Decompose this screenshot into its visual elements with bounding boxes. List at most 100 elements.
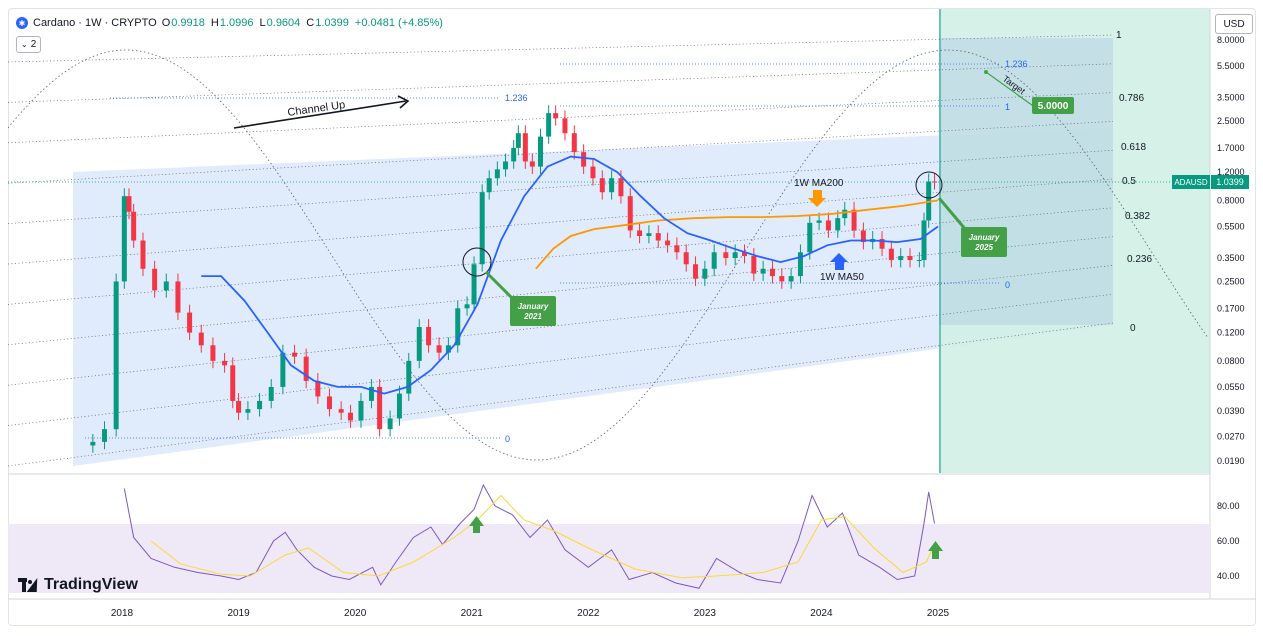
candle — [665, 240, 671, 246]
candle — [693, 264, 699, 279]
candle — [932, 181, 938, 183]
time-axis-label: 2023 — [694, 608, 717, 619]
rsi-axis[interactable]: 80.00 60.00 40.00 — [1217, 501, 1240, 581]
candle — [152, 268, 158, 291]
price-axis-label: 5.5000 — [1217, 61, 1245, 71]
candle — [609, 178, 615, 193]
time-axis[interactable]: 2018 2019 2020 2021 2022 2023 2024 2025 — [111, 608, 950, 619]
target-origin-dot — [984, 70, 988, 74]
candle — [816, 220, 822, 223]
candle — [163, 281, 169, 291]
candle — [511, 147, 517, 162]
candle — [529, 161, 535, 167]
candle — [445, 345, 451, 353]
price-axis-label: 0.0800 — [1217, 356, 1245, 366]
rsi-band — [8, 524, 1210, 593]
candle — [494, 169, 500, 179]
circle-2021 — [462, 247, 492, 277]
callout-2021-line1: January — [518, 302, 549, 311]
candle — [303, 356, 309, 381]
time-axis-label: 2019 — [227, 608, 250, 619]
tradingview-logo: TradingView — [18, 576, 138, 594]
rsi-arrow-2025 — [928, 541, 943, 559]
candle — [198, 332, 204, 346]
candle — [257, 400, 263, 410]
candle — [236, 400, 242, 413]
candle — [571, 133, 577, 153]
candle — [674, 245, 680, 253]
rsi-axis-label: 60.00 — [1217, 536, 1240, 546]
cycle-sine-waves — [8, 49, 1209, 461]
candle — [769, 268, 775, 277]
price-axis-label: 0.1700 — [1217, 303, 1245, 313]
price-axis-label: 0.8000 — [1217, 195, 1245, 205]
price-tag-symbol: ADAUSD — [1174, 178, 1208, 187]
price-axis-label: 0.0190 — [1217, 456, 1245, 466]
candle — [479, 192, 485, 265]
channel-level-label: 0.236 — [1127, 254, 1152, 265]
rsi-line — [123, 483, 935, 589]
candle — [90, 441, 96, 446]
candle — [387, 418, 393, 430]
candle — [599, 178, 605, 193]
ohlc-low: L0.9604 — [259, 17, 301, 29]
indicators-toggle-button[interactable]: ⌄ 2 — [16, 36, 42, 53]
price-axis-label: 0.0390 — [1217, 406, 1245, 416]
candle — [245, 409, 251, 413]
candle — [851, 209, 857, 231]
symbol-title[interactable]: Cardano · 1W · CRYPTO — [33, 17, 157, 29]
time-axis-label: 2020 — [344, 608, 367, 619]
channel-level-label: 0 — [1130, 323, 1136, 334]
channel-line — [8, 92, 1114, 144]
channel-line — [8, 322, 1114, 467]
channel-line — [8, 149, 1114, 224]
rsi-arrow-2021 — [469, 516, 484, 533]
candle — [326, 396, 332, 410]
callout-2025-pointer — [937, 197, 968, 231]
rsi-ma-line — [150, 494, 935, 579]
channel-level-label: 0.786 — [1119, 93, 1144, 104]
candle — [637, 230, 643, 237]
price-axis[interactable]: 8.0000 5.5000 3.5000 2.5000 1.7000 1.2000 0.80… — [1217, 35, 1245, 466]
time-axis-label: 2022 — [577, 608, 600, 619]
candle — [860, 230, 866, 243]
candle — [503, 161, 509, 170]
candle — [723, 252, 729, 259]
candle — [842, 209, 848, 219]
candle — [921, 220, 927, 261]
candle — [779, 276, 785, 282]
candle — [175, 281, 181, 313]
candle — [907, 256, 913, 261]
candle — [711, 252, 717, 269]
target-zone-overlap — [939, 38, 1113, 325]
candle — [377, 386, 383, 430]
fib-2021-top-label: 1.236 — [505, 93, 528, 103]
time-axis-label: 2025 — [927, 608, 950, 619]
candle — [916, 260, 922, 262]
candle — [581, 152, 587, 167]
price-axis-label: 0.3500 — [1217, 253, 1245, 263]
ohlc-close: C1.0399 — [306, 17, 349, 29]
ma50-label: 1W MA50 — [820, 272, 864, 283]
candle — [396, 393, 402, 419]
channel-level-label: 0.618 — [1121, 142, 1146, 153]
channel-line — [8, 63, 1114, 103]
price-axis-label: 1.2000 — [1217, 167, 1245, 177]
currency-button[interactable]: USD — [1215, 14, 1253, 34]
channel-arrow — [233, 100, 407, 129]
candle — [825, 220, 831, 231]
ma200-label: 1W MA200 — [794, 178, 844, 189]
candle — [338, 409, 344, 413]
candle — [471, 264, 477, 305]
candle — [590, 166, 596, 179]
fib-level-labels: 1 0.786 0.618 0.5 0.382 0.236 0 1.236 0 1.236 1 0 — [505, 30, 1152, 444]
candle — [113, 281, 119, 430]
price-tag-symbol-box — [1172, 175, 1210, 189]
price-tag-value: 1.0399 — [1216, 177, 1244, 187]
price-axis-label: 3.5000 — [1217, 93, 1245, 103]
ma200-line — [535, 199, 939, 270]
candle — [426, 327, 432, 346]
candle — [121, 196, 127, 282]
ma50-arrow — [830, 253, 848, 270]
